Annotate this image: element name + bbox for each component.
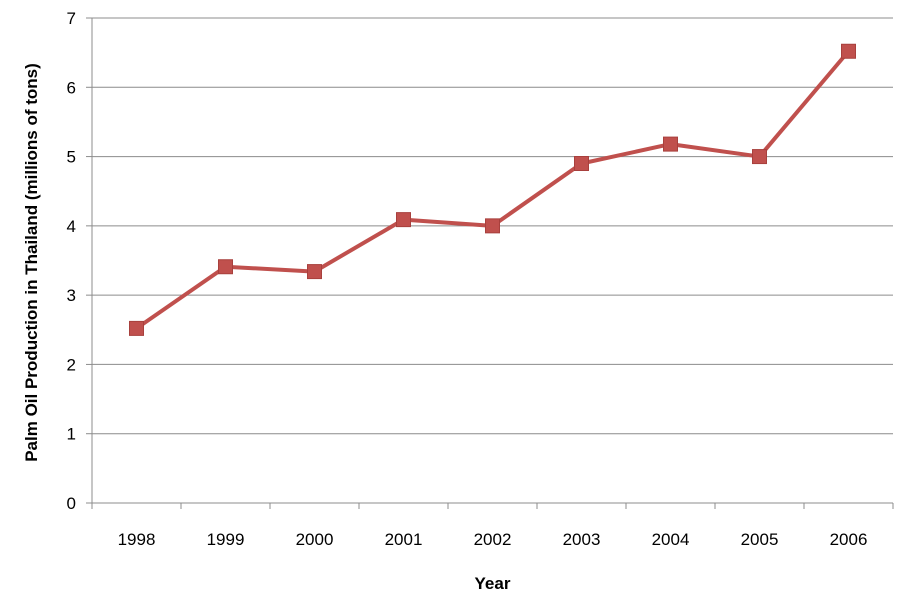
data-point-1999 [218, 259, 233, 275]
x-tick-label-2006: 2006 [830, 530, 868, 549]
y-tick-label: 5 [67, 148, 76, 167]
x-tick-label-2002: 2002 [474, 530, 512, 549]
x-tick-label-2001: 2001 [385, 530, 423, 549]
y-tick-label: 3 [67, 286, 76, 305]
x-tick-label-1998: 1998 [118, 530, 156, 549]
data-point-2000 [307, 264, 322, 280]
y-tick-label: 4 [67, 217, 76, 236]
axes: 0 1 2 3 4 5 6 7 1998 1999 2000 2001 2002 2003 2004 2005… [67, 9, 894, 549]
x-tick-label-2005: 2005 [741, 530, 779, 549]
y-tick-label: 1 [67, 425, 76, 444]
y-tick-label: 0 [67, 494, 76, 513]
gridlines [92, 17, 893, 435]
x-tick-label-2000: 2000 [296, 530, 334, 549]
y-axis-title: Palm Oil Production in Thailand (million… [22, 63, 41, 462]
y-tick-label: 2 [67, 355, 76, 374]
y-tick-label: 7 [67, 9, 76, 28]
y-tick-label: 6 [67, 78, 76, 97]
data-point-2006 [841, 43, 856, 59]
data-point-2005 [752, 149, 767, 165]
data-point-1998 [129, 320, 144, 336]
x-tick-label-1999: 1999 [207, 530, 245, 549]
data-point-2001 [396, 212, 411, 228]
x-tick-label-2004: 2004 [652, 530, 690, 549]
x-axis-title: Year [475, 574, 511, 593]
series-palm-oil [129, 43, 856, 336]
data-point-2003 [574, 156, 589, 171]
series-line [135, 49, 851, 331]
data-point-2004 [663, 136, 678, 152]
data-point-2002 [485, 218, 500, 234]
x-tick-label-2003: 2003 [563, 530, 601, 549]
